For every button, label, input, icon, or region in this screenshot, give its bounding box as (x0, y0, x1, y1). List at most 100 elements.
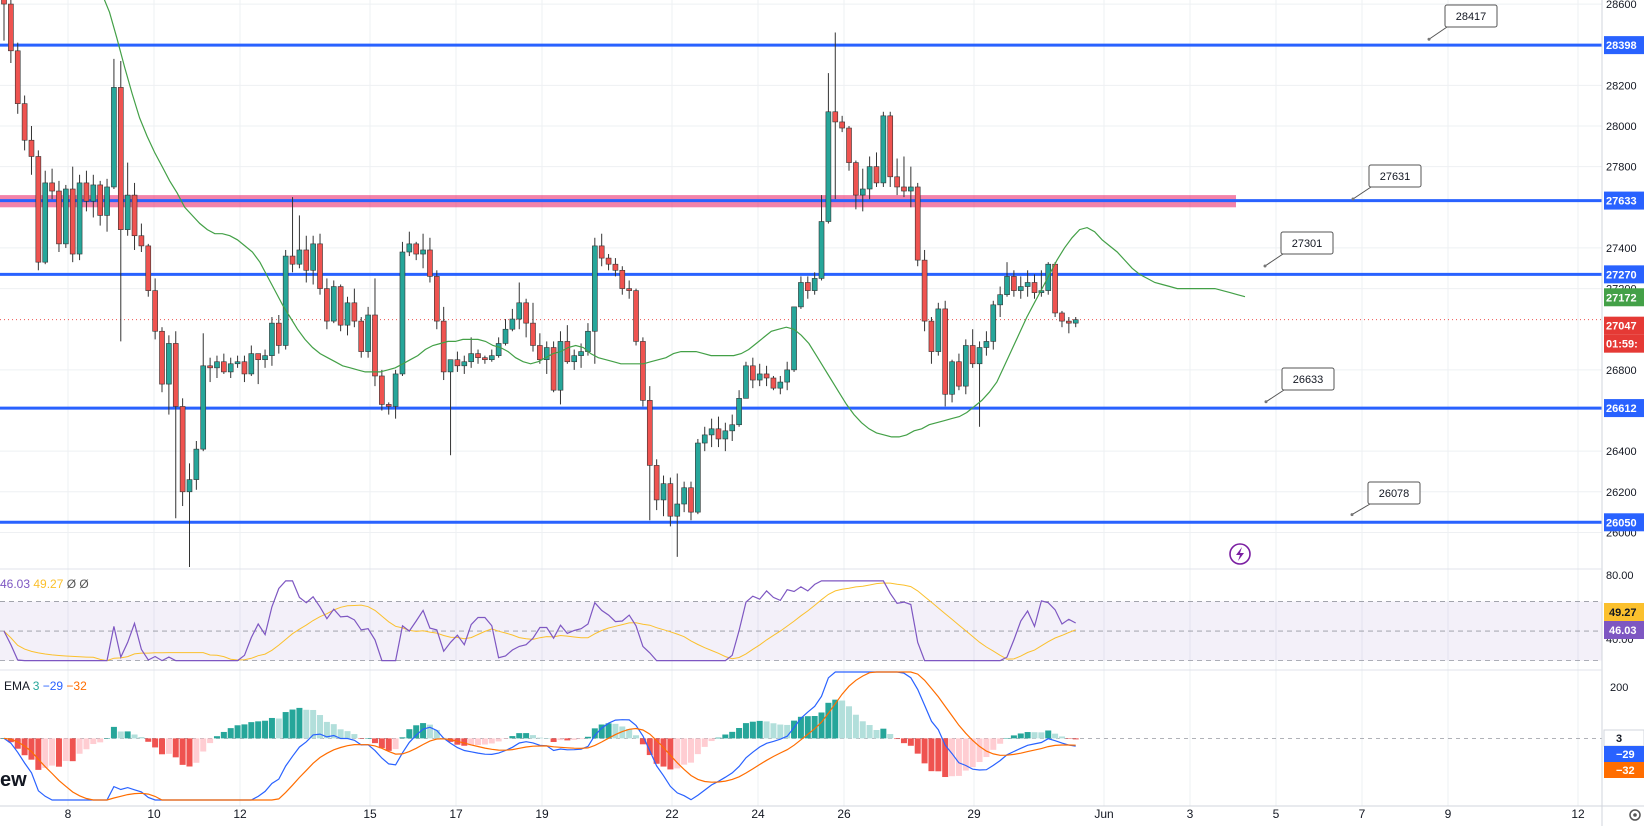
candle[interactable] (131, 182, 138, 250)
candle[interactable] (598, 233, 605, 267)
candle[interactable] (262, 349, 268, 368)
macd-histogram-bar[interactable] (825, 702, 832, 739)
candle[interactable] (63, 184, 69, 248)
macd-histogram-bar[interactable] (894, 738, 901, 740)
macd-histogram-bar[interactable] (330, 724, 337, 739)
macd-histogram-bar[interactable] (818, 712, 825, 739)
macd-histogram-bar[interactable] (942, 738, 949, 778)
macd-histogram-bar[interactable] (303, 709, 310, 739)
candle[interactable] (1045, 262, 1052, 295)
candle[interactable] (399, 241, 406, 376)
candle[interactable] (221, 353, 227, 374)
candle[interactable] (420, 233, 426, 269)
macd-histogram-bar[interactable] (777, 724, 784, 739)
macd-histogram-bar[interactable] (578, 738, 585, 740)
macd-histogram-bar[interactable] (502, 738, 509, 739)
macd-histogram-bar[interactable] (481, 738, 488, 745)
candle[interactable] (928, 317, 935, 364)
macd-histogram-bar[interactable] (866, 725, 873, 739)
macd-histogram-bar[interactable] (1017, 733, 1024, 739)
macd-histogram-bar[interactable] (378, 738, 385, 749)
price-callout[interactable]: 28417 (1427, 4, 1498, 41)
macd-histogram-bar[interactable] (268, 717, 275, 739)
macd-histogram-bar[interactable] (612, 723, 619, 739)
candle[interactable] (1066, 317, 1072, 334)
candle[interactable] (502, 319, 509, 346)
settings-gear-icon[interactable] (1629, 809, 1641, 821)
candle[interactable] (653, 459, 660, 511)
macd-histogram-bar[interactable] (983, 738, 990, 758)
price-callout[interactable]: 27301 (1263, 231, 1334, 268)
candle[interactable] (784, 361, 790, 391)
macd-histogram-bar[interactable] (413, 725, 420, 739)
macd-histogram-bar[interactable] (564, 738, 571, 741)
macd-histogram-bar[interactable] (165, 738, 172, 754)
candle[interactable] (914, 182, 921, 267)
macd-histogram-bar[interactable] (152, 738, 159, 748)
macd-histogram-bar[interactable] (839, 700, 846, 739)
macd-histogram-bar[interactable] (131, 734, 138, 739)
candle[interactable] (942, 300, 948, 407)
macd-histogram-bar[interactable] (97, 738, 104, 743)
macd-histogram-bar[interactable] (688, 738, 694, 763)
candle[interactable] (873, 152, 880, 187)
macd-histogram-bar[interactable] (509, 736, 516, 739)
candle[interactable] (97, 180, 103, 226)
macd-histogram-bar[interactable] (516, 733, 523, 739)
candle[interactable] (701, 426, 708, 452)
candle[interactable] (372, 278, 378, 387)
candle[interactable] (482, 355, 488, 364)
candle[interactable] (90, 174, 97, 218)
macd-histogram-bar[interactable] (571, 738, 578, 740)
candle[interactable] (214, 355, 220, 378)
macd-histogram-bar[interactable] (7, 738, 14, 743)
macd-histogram-bar[interactable] (543, 738, 550, 739)
candle[interactable] (798, 276, 804, 309)
macd-histogram-bar[interactable] (729, 731, 736, 739)
candle[interactable] (571, 349, 578, 370)
macd-histogram-bar[interactable] (344, 731, 351, 739)
candle[interactable] (111, 58, 117, 189)
macd-histogram-bar[interactable] (69, 738, 76, 762)
candle[interactable] (770, 375, 777, 391)
macd-pane[interactable]: EMA 3 −29 −32 (0, 671, 1602, 801)
candle[interactable] (832, 32, 839, 200)
candle[interactable] (324, 278, 330, 330)
candle[interactable] (392, 369, 399, 419)
macd-histogram-bar[interactable] (213, 736, 220, 739)
macd-histogram-bar[interactable] (770, 723, 777, 739)
candle[interactable] (427, 237, 433, 283)
macd-histogram-bar[interactable] (296, 707, 303, 739)
macd-histogram-bar[interactable] (282, 712, 289, 739)
moving-average-line[interactable] (102, 0, 1246, 438)
macd-histogram-bar[interactable] (399, 737, 406, 739)
candle[interactable] (1059, 310, 1065, 328)
candle[interactable] (152, 278, 158, 340)
candle[interactable] (846, 126, 852, 171)
macd-histogram-bar[interactable] (468, 738, 475, 746)
macd-histogram-bar[interactable] (846, 706, 853, 739)
candle[interactable] (976, 341, 983, 427)
macd-histogram-bar[interactable] (371, 738, 378, 744)
macd-histogram-bar[interactable] (110, 726, 117, 739)
macd-histogram-bar[interactable] (138, 736, 145, 739)
candle[interactable] (468, 337, 474, 368)
macd-histogram-bar[interactable] (351, 734, 358, 739)
candle[interactable] (351, 288, 358, 328)
candle[interactable] (605, 254, 612, 271)
macd-histogram-bar[interactable] (159, 738, 166, 755)
candle[interactable] (667, 477, 674, 527)
macd-histogram-bar[interactable] (584, 736, 591, 739)
candle[interactable] (104, 178, 110, 232)
candle[interactable] (413, 241, 420, 261)
candle[interactable] (660, 475, 667, 517)
candle[interactable] (619, 266, 626, 295)
candle[interactable] (303, 235, 310, 283)
macd-histogram-bar[interactable] (1072, 738, 1079, 740)
macd-histogram-bar[interactable] (529, 735, 536, 739)
candle[interactable] (172, 331, 179, 519)
macd-histogram-bar[interactable] (639, 738, 646, 745)
macd-histogram-bar[interactable] (722, 734, 729, 739)
macd-histogram-bar[interactable] (275, 718, 282, 739)
macd-histogram-bar[interactable] (310, 709, 317, 739)
